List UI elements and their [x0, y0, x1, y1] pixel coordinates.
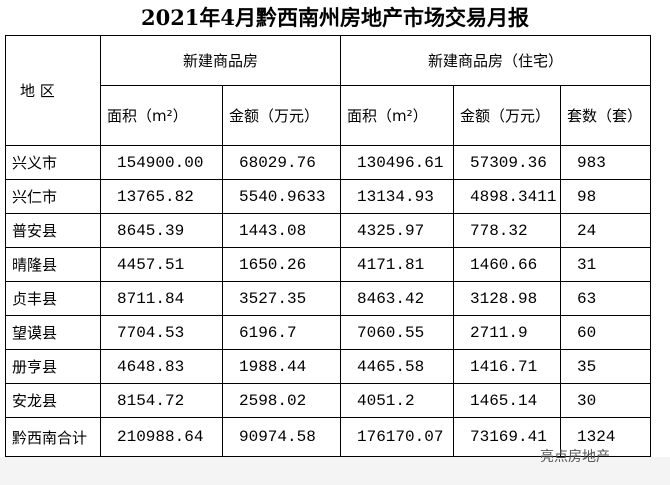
value-cell: 4051.2 — [340, 383, 454, 418]
report-table: 地 区 新建商品房 新建商品房（住宅） 面积（m²） 金额（万元） 面积（m²） 金额… — [5, 35, 651, 457]
value-cell: 8711.84 — [100, 281, 223, 316]
value-cell: 8154.72 — [100, 383, 223, 418]
value-cell: 130496.61 — [340, 145, 454, 180]
region-cell: 兴仁市 — [5, 179, 101, 214]
table-row: 贞丰县 8711.84 3527.35 8463.42 3128.98 63 — [5, 281, 651, 316]
value-cell: 778.32 — [453, 213, 561, 248]
value-cell: 30 — [560, 383, 651, 418]
value-cell: 73169.41 — [453, 417, 561, 457]
value-cell: 13765.82 — [100, 179, 223, 214]
value-cell: 210988.64 — [100, 417, 223, 457]
value-cell: 7060.55 — [340, 315, 454, 350]
region-cell: 普安县 — [5, 213, 101, 248]
value-cell: 31 — [560, 247, 651, 282]
value-cell: 1465.14 — [453, 383, 561, 418]
table-row: 兴义市 154900.00 68029.76 130496.61 57309.36 983 — [5, 145, 651, 180]
value-cell: 1324 — [560, 417, 651, 457]
value-cell: 5540.9633 — [222, 179, 341, 214]
value-cell: 4465.58 — [340, 349, 454, 384]
value-cell: 1416.71 — [453, 349, 561, 384]
sub-header: 面积（m²） — [340, 85, 454, 146]
value-cell: 1650.26 — [222, 247, 341, 282]
sub-header: 金额（万元） — [222, 85, 341, 146]
group-header: 新建商品房（住宅） — [340, 35, 651, 86]
value-cell: 13134.93 — [340, 179, 454, 214]
group-header: 新建商品房 — [100, 35, 341, 86]
region-cell: 望谟县 — [5, 315, 101, 350]
value-cell: 8463.42 — [340, 281, 454, 316]
value-cell: 68029.76 — [222, 145, 341, 180]
sub-header: 金额（万元） — [453, 85, 561, 146]
region-cell: 贞丰县 — [5, 281, 101, 316]
table-row: 望谟县 7704.53 6196.7 7060.55 2711.9 60 — [5, 315, 651, 350]
sheet-background — [0, 457, 670, 485]
region-cell: 兴义市 — [5, 145, 101, 180]
table-row: 册亨县 4648.83 1988.44 4465.58 1416.71 35 — [5, 349, 651, 384]
value-cell: 1988.44 — [222, 349, 341, 384]
region-header: 地 区 — [5, 35, 101, 146]
value-cell: 4457.51 — [100, 247, 223, 282]
region-cell: 安龙县 — [5, 383, 101, 418]
value-cell: 983 — [560, 145, 651, 180]
value-cell: 90974.58 — [222, 417, 341, 457]
value-cell: 60 — [560, 315, 651, 350]
value-cell: 1443.08 — [222, 213, 341, 248]
value-cell: 7704.53 — [100, 315, 223, 350]
value-cell: 176170.07 — [340, 417, 454, 457]
title: 2021年4月黔西南州房地产市场交易月报 — [140, 5, 530, 30]
value-cell: 2711.9 — [453, 315, 561, 350]
region-cell: 黔西南合计 — [5, 417, 101, 457]
value-cell: 4898.3411 — [453, 179, 561, 214]
value-cell: 3128.98 — [453, 281, 561, 316]
value-cell: 6196.7 — [222, 315, 341, 350]
value-cell: 63 — [560, 281, 651, 316]
table-row: 兴仁市 13765.82 5540.9633 13134.93 4898.3411 98 — [5, 179, 651, 214]
table-row: 黔西南合计 210988.64 90974.58 176170.07 73169.41 1… — [5, 417, 651, 457]
value-cell: 57309.36 — [453, 145, 561, 180]
value-cell: 35 — [560, 349, 651, 384]
value-cell: 2598.02 — [222, 383, 341, 418]
table-row: 晴隆县 4457.51 1650.26 4171.81 1460.66 31 — [5, 247, 651, 282]
value-cell: 24 — [560, 213, 651, 248]
value-cell: 1460.66 — [453, 247, 561, 282]
value-cell: 98 — [560, 179, 651, 214]
sub-header: 套数（套） — [560, 85, 651, 146]
value-cell: 4325.97 — [340, 213, 454, 248]
table-row: 普安县 8645.39 1443.08 4325.97 778.32 24 — [5, 213, 651, 248]
sub-header: 面积（m²） — [100, 85, 223, 146]
value-cell: 4648.83 — [100, 349, 223, 384]
value-cell: 154900.00 — [100, 145, 223, 180]
table-row: 安龙县 8154.72 2598.02 4051.2 1465.14 30 — [5, 383, 651, 418]
watermark: 亮点房地产 — [540, 449, 610, 465]
region-cell: 册亨县 — [5, 349, 101, 384]
region-cell: 晴隆县 — [5, 247, 101, 282]
value-cell: 8645.39 — [100, 213, 223, 248]
value-cell: 4171.81 — [340, 247, 454, 282]
value-cell: 3527.35 — [222, 281, 341, 316]
